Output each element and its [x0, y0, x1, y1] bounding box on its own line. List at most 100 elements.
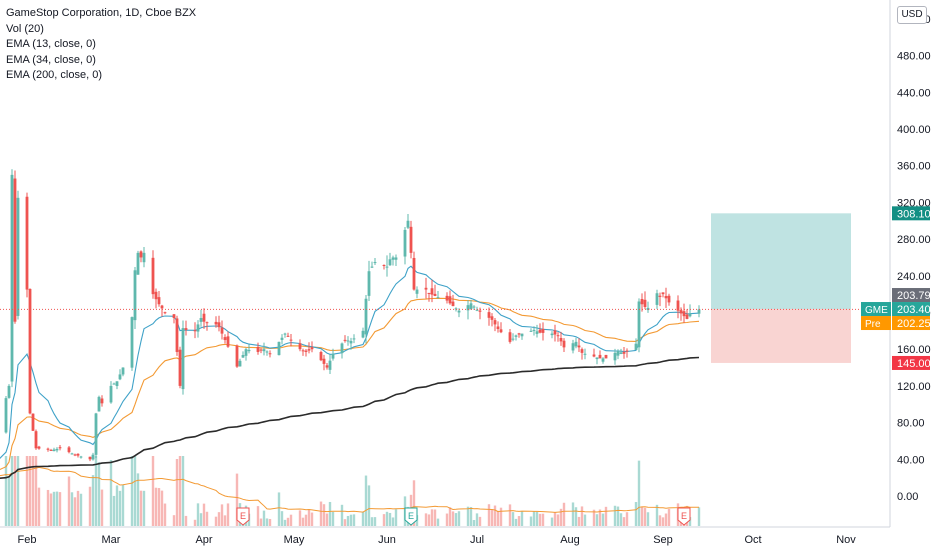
candle-series	[4, 169, 701, 462]
x-tick-label: Apr	[195, 534, 212, 546]
volume-bar	[556, 514, 560, 526]
volume-bar	[205, 511, 209, 526]
candle-body	[277, 341, 281, 356]
volume-bar	[325, 513, 329, 526]
earnings-marker-label: E	[408, 511, 414, 521]
volume-bar	[178, 456, 182, 526]
candle-body	[517, 333, 521, 335]
candle-body	[133, 270, 137, 321]
volume-bar	[91, 475, 95, 526]
candle-body	[199, 318, 203, 322]
candle-body	[601, 358, 605, 362]
x-tick-label: Sep	[653, 534, 673, 546]
candle-body	[25, 196, 29, 290]
volume-bar	[469, 507, 473, 526]
volume-bar	[157, 488, 161, 526]
volume-bar	[172, 515, 176, 526]
volume-bar	[163, 503, 167, 526]
candle-body	[112, 383, 116, 385]
volume-bar	[52, 491, 56, 526]
volume-bar	[577, 516, 581, 526]
candle-body	[487, 312, 491, 318]
candle-body	[136, 252, 140, 275]
candle-body	[115, 381, 119, 387]
volume-bar	[214, 516, 218, 526]
y-tick-label: 360.00	[897, 161, 931, 173]
volume-bar	[121, 484, 125, 526]
volume-bar	[139, 490, 143, 526]
candle-body	[262, 349, 266, 352]
volume-bar	[622, 517, 626, 526]
candle-body	[574, 341, 578, 347]
candle-body	[682, 311, 686, 317]
volume-series	[0, 456, 701, 526]
volume-bar	[349, 514, 353, 526]
volume-bar	[97, 462, 101, 526]
x-tick-label: Jun	[378, 534, 396, 546]
volume-bar	[328, 501, 332, 526]
y-tick-label: 440.00	[897, 87, 931, 99]
volume-bar	[283, 519, 287, 526]
candle-body	[490, 316, 494, 320]
volume-bar	[310, 512, 314, 526]
volume-bar	[136, 473, 140, 526]
candle-body	[667, 295, 671, 303]
volume-bar	[196, 503, 200, 526]
candle-body	[73, 454, 77, 456]
volume-ma-line	[0, 466, 700, 513]
candle-body	[640, 299, 644, 305]
x-tick-label: Nov	[836, 534, 856, 546]
volume-bar	[658, 515, 662, 526]
x-tick-label: Aug	[560, 534, 580, 546]
candle-body	[595, 357, 599, 360]
volume-bar	[517, 516, 521, 526]
candle-body	[49, 449, 53, 451]
candle-body	[427, 292, 431, 294]
y-tick-label: 40.00	[897, 454, 925, 466]
volume-bar	[457, 511, 461, 526]
candle-body	[265, 351, 269, 353]
candle-body	[346, 340, 350, 342]
candle-body	[214, 321, 218, 325]
volume-bar	[7, 476, 11, 526]
volume-bar	[223, 515, 227, 526]
volume-bar	[277, 492, 281, 526]
volume-bar	[256, 506, 260, 526]
volume-bar	[235, 473, 239, 526]
volume-bar	[451, 511, 455, 526]
candle-body	[76, 453, 80, 456]
candle-body	[130, 317, 134, 368]
candle-body	[598, 354, 602, 359]
candle-body	[289, 339, 293, 341]
candle-body	[52, 449, 56, 452]
volume-bar	[646, 512, 650, 526]
candle-body	[247, 349, 251, 352]
entry-price-tag-value: 203.79	[897, 290, 931, 302]
candle-body	[142, 252, 146, 263]
volume-bar	[88, 486, 92, 526]
volume-bar	[499, 507, 503, 526]
volume-bar	[343, 519, 347, 526]
earnings-marker-label: E	[681, 511, 687, 521]
candle-body	[46, 448, 50, 450]
volume-bar	[367, 485, 371, 526]
volume-bar	[532, 511, 536, 526]
volume-bar	[508, 504, 512, 526]
candle-body	[364, 298, 368, 335]
candle-body	[13, 178, 17, 322]
volume-bar	[130, 456, 134, 526]
candle-body	[241, 355, 245, 358]
x-tick-label: Feb	[18, 534, 37, 546]
candle-body	[445, 295, 449, 301]
candle-body	[184, 328, 188, 330]
volume-bar	[46, 489, 50, 526]
currency-button[interactable]: USD	[897, 6, 927, 24]
volume-bar	[298, 510, 302, 526]
candle-body	[373, 262, 377, 264]
candle-body	[625, 350, 629, 352]
x-tick-label: May	[284, 534, 305, 546]
candle-body	[28, 288, 32, 414]
candle-body	[583, 353, 587, 355]
